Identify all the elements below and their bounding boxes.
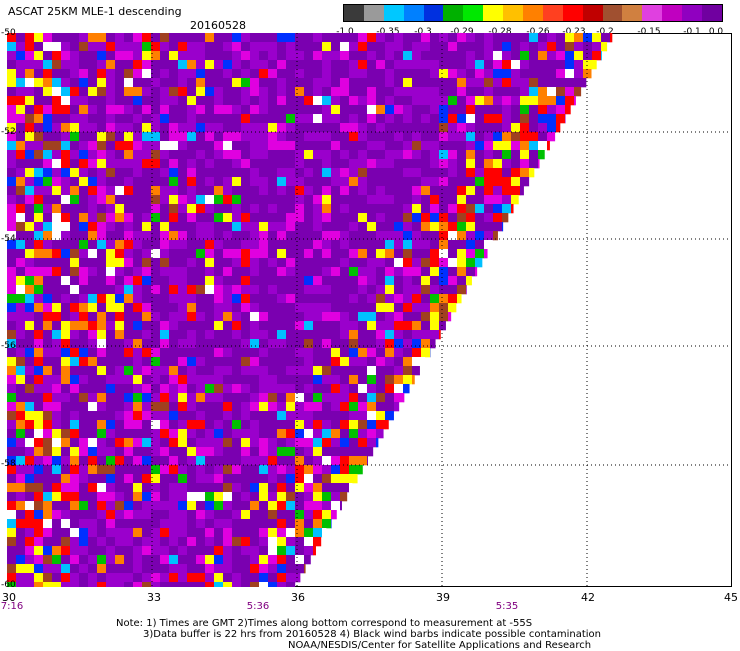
colorbar-segment bbox=[443, 5, 463, 21]
footnote-line: 3)Data buffer is 22 hrs from 20160528 4)… bbox=[143, 629, 601, 640]
colorbar-segment bbox=[483, 5, 503, 21]
footnote-line: Note: 1) Times are GMT 2)Times along bot… bbox=[116, 618, 532, 629]
lon-label: 45 bbox=[724, 592, 738, 604]
colorbar-segment bbox=[642, 5, 662, 21]
colorbar-segment bbox=[404, 5, 424, 21]
colorbar-segment bbox=[682, 5, 702, 21]
colorbar-segment bbox=[603, 5, 623, 21]
colorbar-segment bbox=[662, 5, 682, 21]
colorbar-segment bbox=[344, 5, 364, 21]
lon-label: 33 bbox=[147, 592, 161, 604]
lat-label: -60 bbox=[1, 580, 16, 590]
lon-label: 36 bbox=[291, 592, 305, 604]
colorbar-segment bbox=[702, 5, 722, 21]
time-label: 5:36 bbox=[247, 601, 269, 612]
colorbar-segment bbox=[424, 5, 444, 21]
lat-label: -58 bbox=[1, 459, 16, 469]
colorbar-segment bbox=[583, 5, 603, 21]
swath-cells bbox=[7, 33, 612, 587]
swath-data-grid bbox=[7, 33, 732, 587]
lat-label: -52 bbox=[1, 127, 16, 137]
lat-label: -56 bbox=[1, 341, 16, 351]
time-label: 7:16 bbox=[1, 601, 23, 612]
map-title: ASCAT 25KM MLE-1 descending bbox=[8, 6, 182, 18]
colorbar-segment bbox=[543, 5, 563, 21]
lat-label: -54 bbox=[1, 234, 16, 244]
colorbar-segment bbox=[563, 5, 583, 21]
colorbar-segment bbox=[463, 5, 483, 21]
map-date: 20160528 bbox=[190, 20, 246, 32]
lon-label: 42 bbox=[581, 592, 595, 604]
time-label: 5:35 bbox=[496, 601, 518, 612]
lat-label: -50 bbox=[1, 28, 16, 38]
colorbar-segment bbox=[384, 5, 404, 21]
colorbar-segment bbox=[622, 5, 642, 21]
lon-label: 39 bbox=[436, 592, 450, 604]
colorbar-segment bbox=[503, 5, 523, 21]
credit-line: NOAA/NESDIS/Center for Satellite Applica… bbox=[288, 640, 591, 651]
colorbar bbox=[343, 4, 723, 22]
colorbar-segment bbox=[523, 5, 543, 21]
colorbar-segment bbox=[364, 5, 384, 21]
